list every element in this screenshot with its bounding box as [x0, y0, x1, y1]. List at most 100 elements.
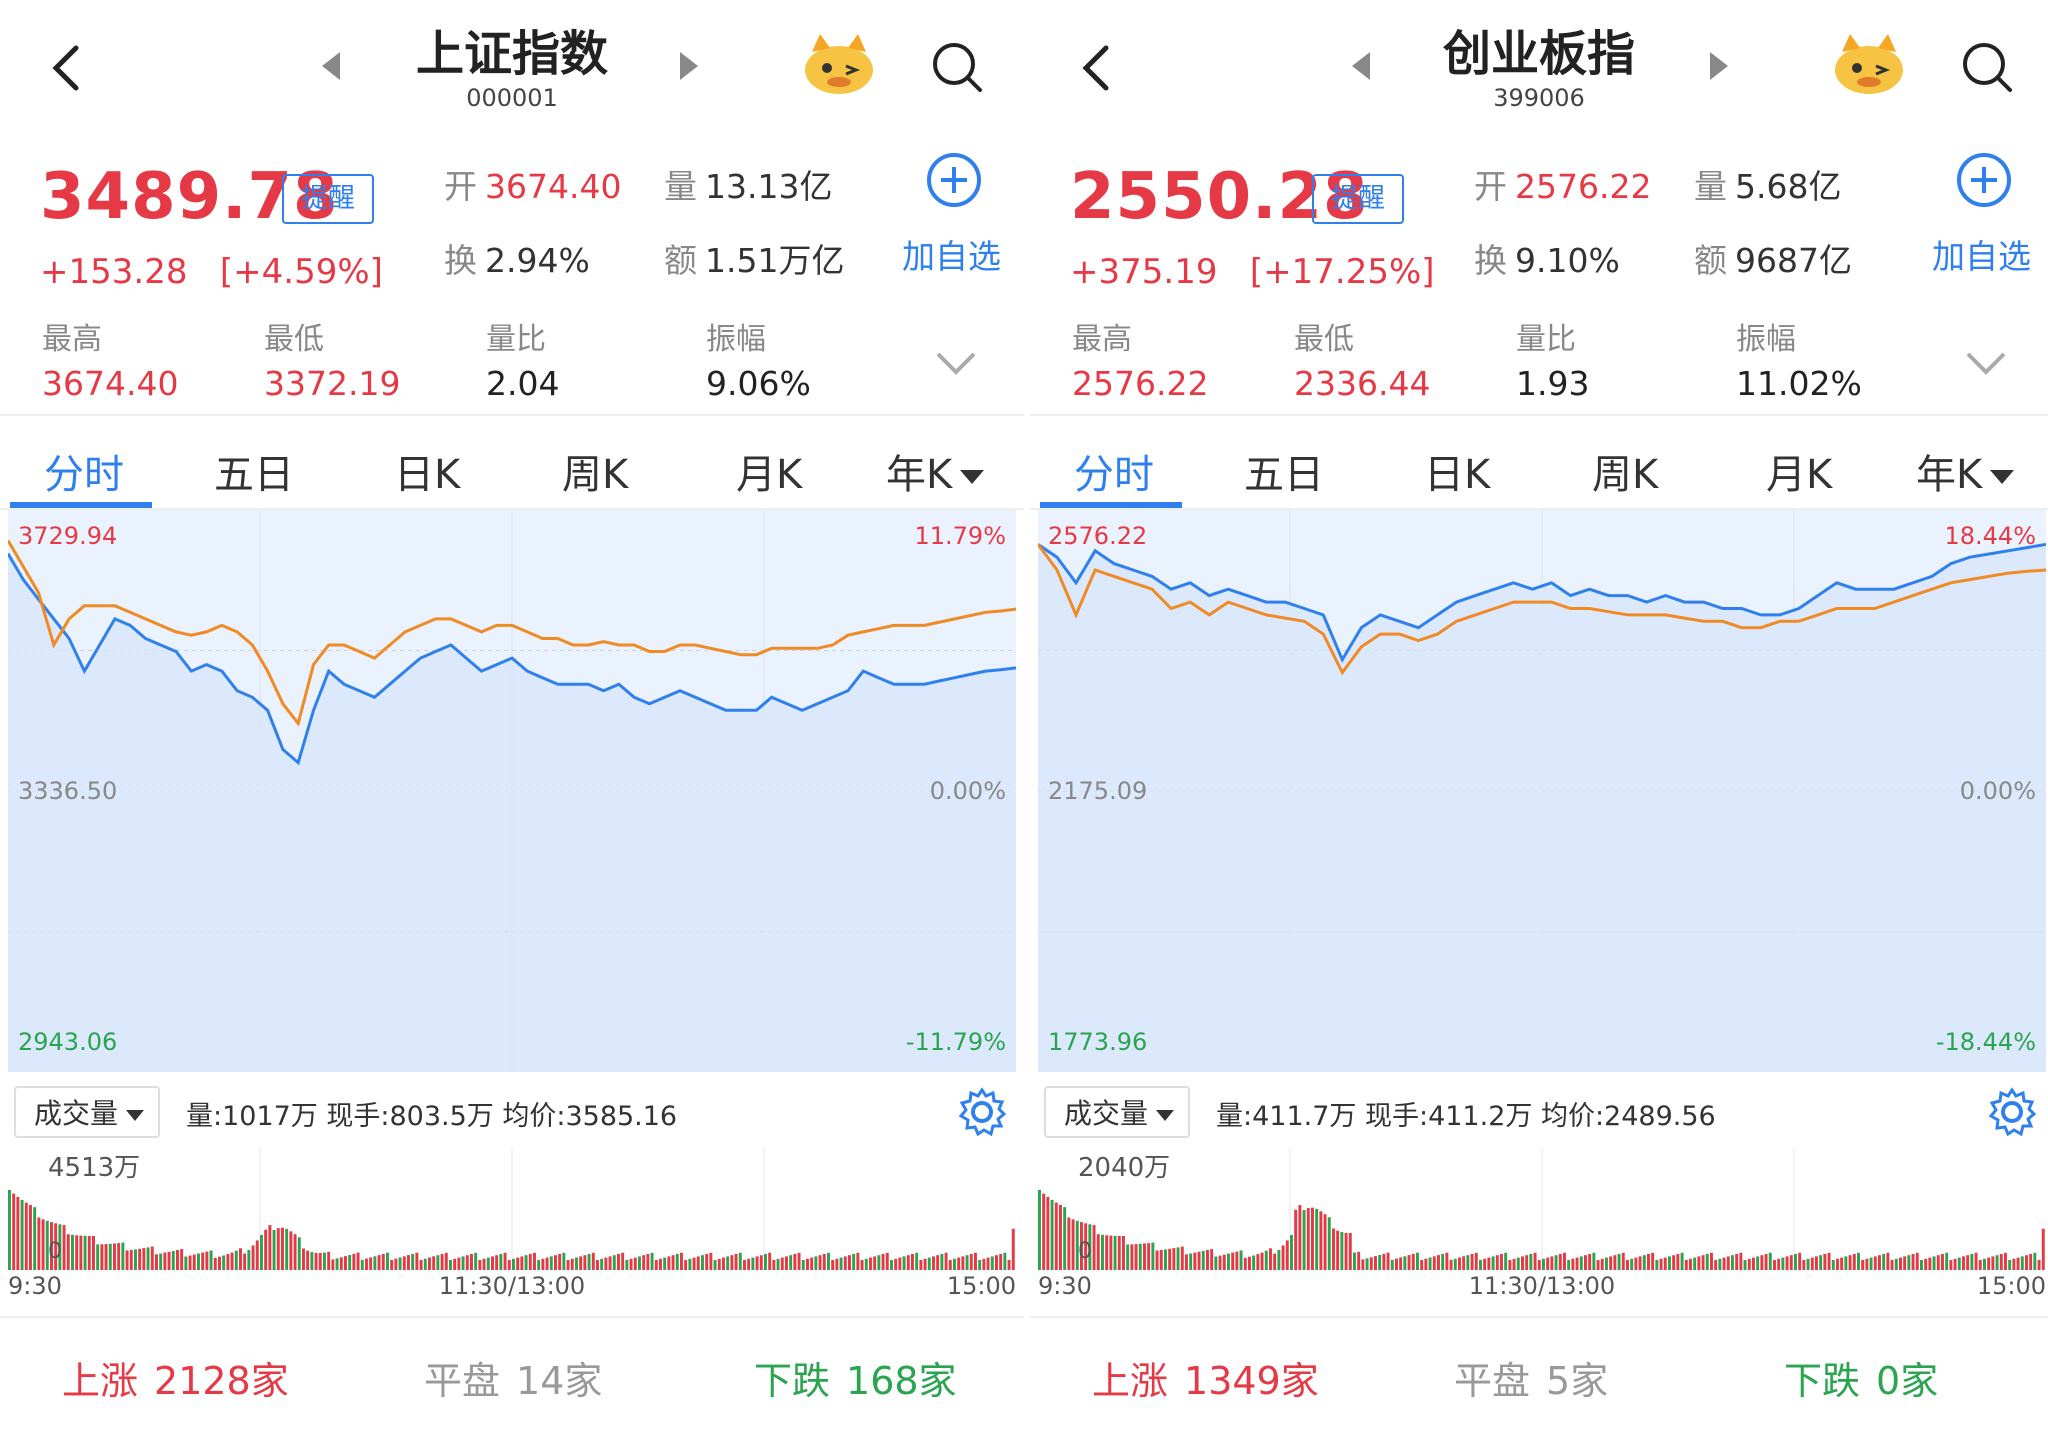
- gear-icon[interactable]: [956, 1086, 1008, 1138]
- tab-monthly-k[interactable]: 月K: [1766, 452, 1833, 498]
- volume-bar: [1915, 1252, 1919, 1270]
- volume-bar: [1978, 1260, 1982, 1270]
- intraday-chart[interactable]: 2576.22 2175.09 1773.96 18.44% 0.00% -18.44%: [1038, 510, 2046, 1072]
- volume-bar: [444, 1252, 448, 1270]
- tab-yearly-k[interactable]: 年K: [886, 442, 985, 500]
- volume-bar: [50, 1222, 53, 1270]
- volume-bar: [1011, 1228, 1015, 1270]
- tab-weekly-k[interactable]: 周K: [1592, 452, 1659, 498]
- tab-underline: [10, 502, 152, 508]
- volume-bar: [1823, 1254, 1827, 1270]
- prev-arrow-icon[interactable]: [322, 52, 340, 80]
- volume-bar: [1819, 1255, 1823, 1270]
- volume-bar: [915, 1252, 919, 1270]
- volume-bar: [1710, 1252, 1713, 1270]
- volume-bar: [1344, 1232, 1348, 1270]
- tab-monthly-k[interactable]: 月K: [736, 452, 803, 498]
- volume-bar: [1298, 1205, 1302, 1270]
- volume-bar: [948, 1260, 952, 1270]
- chevron-down-icon[interactable]: [1964, 348, 2008, 378]
- volume-bar: [1554, 1255, 1558, 1270]
- volume-bar: [869, 1257, 872, 1270]
- alert-button[interactable]: 提醒: [282, 174, 374, 224]
- volume-select[interactable]: 成交量: [14, 1086, 160, 1138]
- decliners: 下跌 0家: [1784, 1359, 1939, 1403]
- next-arrow-icon[interactable]: [680, 52, 698, 80]
- tab-daily-k[interactable]: 日K: [394, 452, 461, 498]
- volume-bar: [701, 1255, 704, 1270]
- volume-bar: [209, 1250, 213, 1270]
- volume-bar: [491, 1256, 494, 1270]
- tab-five-day[interactable]: 五日: [1244, 452, 1324, 498]
- back-icon[interactable]: [40, 40, 96, 96]
- tab-five-day[interactable]: 五日: [214, 452, 294, 498]
- volume-bar: [222, 1255, 226, 1270]
- volume-bar: [898, 1257, 902, 1270]
- back-icon[interactable]: [1070, 40, 1126, 96]
- volume-bar: [1991, 1256, 1995, 1270]
- volume-bar: [1810, 1257, 1814, 1270]
- volume-bar: [482, 1258, 486, 1270]
- volume-bar: [1588, 1254, 1592, 1270]
- current-price: 2550.28: [1070, 160, 1369, 234]
- volume-bar: [1311, 1207, 1314, 1270]
- volume-bar: [831, 1260, 835, 1270]
- search-icon[interactable]: [1958, 38, 2014, 94]
- price-area: [8, 553, 1016, 1072]
- divider: [0, 1316, 1024, 1318]
- prev-arrow-icon[interactable]: [1352, 52, 1370, 80]
- volume-bar: [1424, 1258, 1428, 1270]
- mascot-icon[interactable]: [1830, 30, 1908, 96]
- tab-daily-k[interactable]: 日K: [1424, 452, 1491, 498]
- tab-weekly-k[interactable]: 周K: [562, 452, 629, 498]
- volume-bar: [776, 1258, 780, 1270]
- add-watchlist-button[interactable]: 加自选: [1932, 237, 2031, 276]
- volume-bar: [1932, 1256, 1936, 1270]
- volume-bar: [75, 1235, 79, 1270]
- tab-yearly-k[interactable]: 年K: [1916, 442, 2015, 500]
- chevron-down-icon[interactable]: [934, 348, 978, 378]
- volume-bar: [2041, 1228, 2045, 1270]
- volume-bar: [1705, 1254, 1709, 1270]
- volume-bar: [663, 1257, 667, 1270]
- time-label-open: 9:30: [1038, 1272, 1092, 1298]
- intraday-chart[interactable]: 3729.94 3336.50 2943.06 11.79% 0.00% -11.79%: [8, 510, 1016, 1072]
- gear-icon[interactable]: [1986, 1086, 2038, 1138]
- volume-bar: [827, 1252, 830, 1270]
- volume-bar: [1941, 1254, 1944, 1270]
- volume-bar: [1294, 1209, 1298, 1270]
- tab-intraday[interactable]: 分时: [1074, 452, 1154, 498]
- index-title: 上证指数: [415, 26, 608, 82]
- volume-bar: [1634, 1257, 1638, 1270]
- next-arrow-icon[interactable]: [1710, 52, 1728, 80]
- volume-bar: [566, 1260, 570, 1270]
- volume-bar: [1164, 1249, 1167, 1270]
- volume-bar: [1815, 1256, 1818, 1270]
- alert-button[interactable]: 提醒: [1312, 174, 1404, 224]
- volume-bar: [1936, 1255, 1940, 1270]
- mascot-icon[interactable]: [800, 30, 878, 96]
- stat-open: 开 2576.22: [1474, 167, 1652, 206]
- volume-bar: [1777, 1258, 1781, 1270]
- volume-bar: [717, 1258, 721, 1270]
- average-line: [1038, 543, 2046, 676]
- volume-bar: [1873, 1256, 1877, 1270]
- volume-bar: [16, 1196, 20, 1270]
- volume-bar: [1285, 1240, 1289, 1270]
- volume-bar: [1453, 1258, 1457, 1270]
- volume-bar: [1189, 1253, 1193, 1270]
- volume-bar: [1764, 1254, 1768, 1270]
- volume-bar: [545, 1257, 549, 1270]
- time-label-close: 15:00: [947, 1272, 1016, 1298]
- index-code: 399006: [1493, 84, 1585, 112]
- search-icon[interactable]: [928, 38, 984, 94]
- add-icon[interactable]: [926, 152, 982, 208]
- volume-bar: [272, 1230, 276, 1270]
- add-watchlist-button[interactable]: 加自选: [902, 237, 1001, 276]
- volume-zero-label: 0: [1078, 1239, 1092, 1264]
- volume-bar: [310, 1252, 314, 1270]
- add-icon[interactable]: [1956, 152, 2012, 208]
- volume-select[interactable]: 成交量: [1044, 1086, 1190, 1138]
- volume-bar: [96, 1244, 100, 1270]
- tab-intraday[interactable]: 分时: [44, 452, 124, 498]
